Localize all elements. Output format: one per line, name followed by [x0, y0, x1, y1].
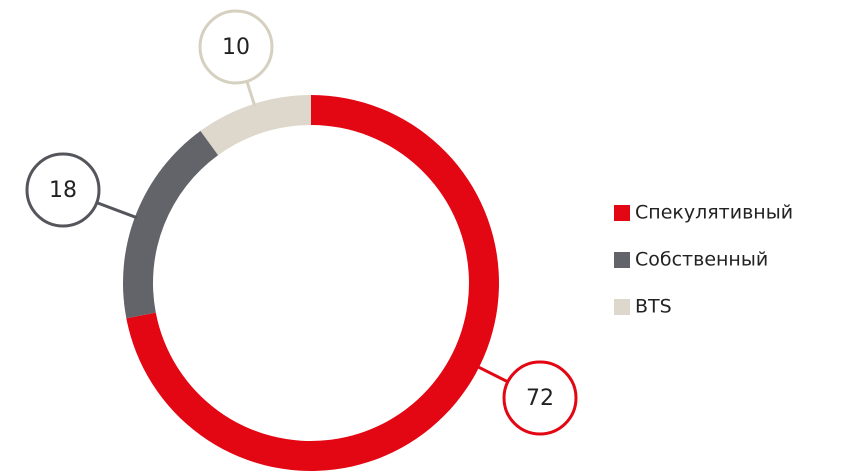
donut-slice: [200, 95, 311, 156]
legend-label: BTS: [635, 296, 672, 318]
donut-slice: [122, 130, 219, 319]
data-label: 72: [526, 386, 554, 411]
leader-line: [96, 201, 138, 220]
legend-swatch: [614, 299, 630, 315]
label-circle: [25, 152, 101, 228]
leader-line: [245, 80, 257, 107]
leader-line: [476, 365, 509, 384]
legend-label: Собственный: [635, 249, 768, 271]
data-label: 10: [222, 35, 250, 60]
label-circle: [198, 9, 274, 85]
label-circle: [502, 360, 578, 436]
legend-swatch: [614, 205, 630, 221]
legend-swatch: [614, 252, 630, 268]
legend-label: Спекулятивный: [635, 202, 793, 224]
data-label: 18: [49, 178, 77, 203]
